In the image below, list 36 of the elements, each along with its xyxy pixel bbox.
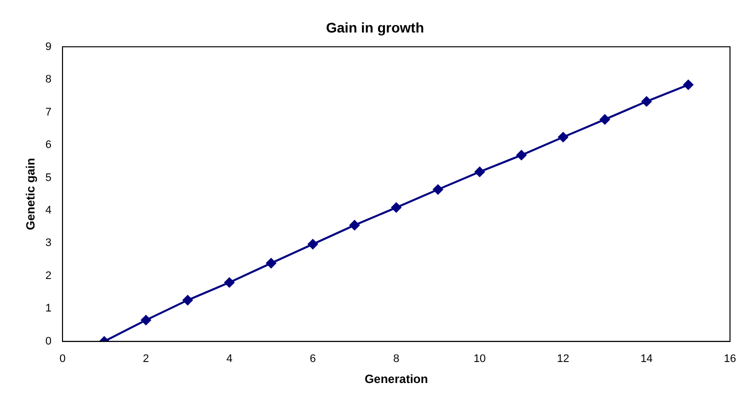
x-tick-label: 8	[393, 353, 400, 366]
y-tick-label: 2	[45, 270, 52, 282]
point	[350, 220, 360, 230]
point	[391, 202, 402, 213]
point	[140, 315, 151, 326]
point	[558, 132, 568, 142]
x-axis-title: Generation	[364, 372, 428, 386]
x-tick-label: 0	[59, 353, 66, 366]
y-tick-label: 1	[45, 302, 52, 315]
y-tick-label: 4	[45, 204, 52, 216]
y-axis-title: Genetic gain	[24, 158, 38, 230]
y-tick-label: 5	[45, 172, 52, 184]
y-tick-label: 0	[45, 335, 52, 348]
point	[308, 239, 318, 250]
y-tick-label: 8	[45, 74, 52, 86]
x-tick-label: 2	[142, 353, 150, 366]
x-tick-label: 16	[724, 353, 736, 366]
x-tick-label: 6	[310, 353, 316, 366]
x-tick-label: 12	[557, 353, 570, 366]
y-tick-label: 9	[45, 40, 52, 53]
point	[474, 166, 485, 177]
x-tick-label: 4	[226, 353, 232, 366]
point	[516, 150, 526, 160]
point	[224, 277, 234, 288]
point	[600, 114, 610, 124]
point	[432, 184, 443, 195]
point	[182, 295, 193, 306]
y-tick-label: 3	[45, 237, 52, 250]
point	[642, 96, 652, 106]
point	[266, 258, 276, 268]
y-tick-label: 6	[45, 139, 52, 152]
x-tick-label: 14	[640, 353, 653, 366]
point	[683, 80, 694, 90]
x-tick-label: 10	[474, 353, 486, 366]
chart-title: Gain in growth	[326, 19, 424, 36]
y-tick-label: 7	[45, 106, 52, 118]
